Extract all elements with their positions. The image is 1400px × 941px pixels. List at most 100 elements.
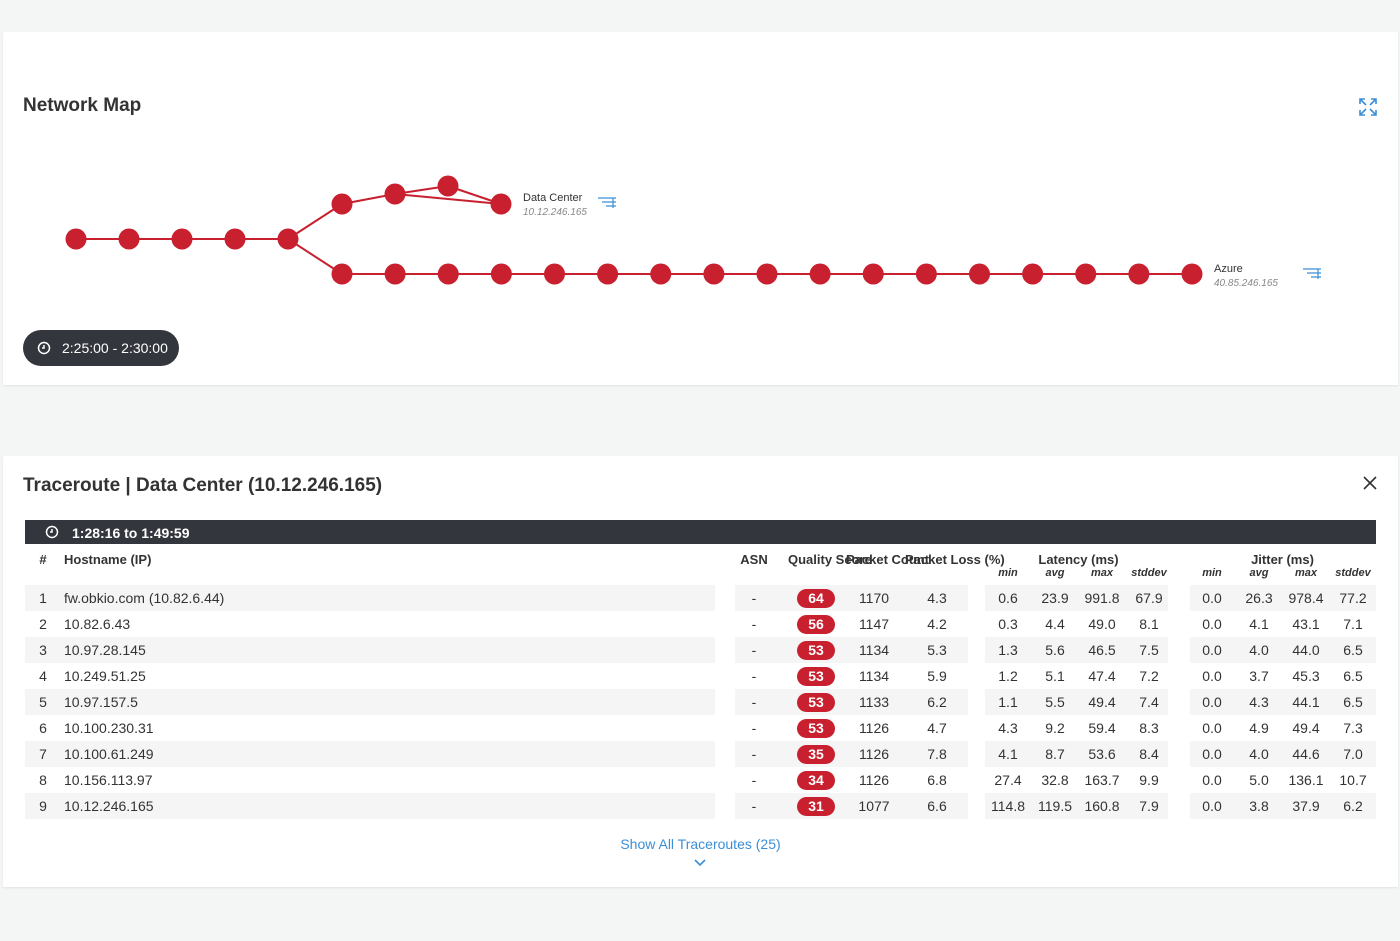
hop-node bbox=[65, 228, 87, 250]
cell: 49.4 bbox=[1088, 694, 1116, 710]
cell: - bbox=[751, 668, 757, 684]
cell: 1.1 bbox=[998, 694, 1018, 710]
cell: 1.2 bbox=[998, 668, 1018, 684]
cell: 4 bbox=[39, 668, 47, 684]
hostname: 10.249.51.25 bbox=[64, 668, 146, 684]
hostname: 10.97.28.145 bbox=[64, 642, 146, 658]
cell: 45.3 bbox=[1292, 668, 1320, 684]
cell: 0.0 bbox=[1202, 798, 1222, 814]
cell: 44.6 bbox=[1292, 746, 1320, 762]
score-pill: 53 bbox=[797, 693, 835, 712]
traceroute-card: Traceroute | Data Center (10.12.246.165)… bbox=[3, 456, 1398, 887]
cell: 0.0 bbox=[1202, 694, 1222, 710]
cell: 8.3 bbox=[1139, 720, 1159, 736]
cell: 7.3 bbox=[1343, 720, 1363, 736]
hop-node bbox=[650, 263, 672, 285]
hop-node bbox=[384, 183, 406, 205]
score-pill: 34 bbox=[797, 771, 835, 790]
hostname: 10.12.246.165 bbox=[64, 798, 154, 814]
close-icon[interactable] bbox=[1363, 476, 1377, 490]
row-stripe bbox=[25, 741, 715, 767]
row-stripe bbox=[735, 689, 968, 715]
row-stripe bbox=[735, 637, 968, 663]
hop-node bbox=[277, 228, 299, 250]
cell: 1077 bbox=[858, 798, 890, 814]
cell: 6.6 bbox=[927, 798, 947, 814]
cell: 6.5 bbox=[1343, 668, 1363, 684]
cell: - bbox=[751, 590, 757, 606]
subcolumn-header: min bbox=[998, 567, 1018, 579]
cell: 5.5 bbox=[1045, 694, 1065, 710]
score-pill: 53 bbox=[797, 719, 835, 738]
cell: 119.5 bbox=[1038, 798, 1072, 814]
cell: 27.4 bbox=[994, 772, 1022, 788]
row-stripe bbox=[735, 793, 968, 819]
score-pill: 53 bbox=[797, 641, 835, 660]
cell: 10.7 bbox=[1339, 772, 1367, 788]
row-stripe bbox=[985, 741, 1168, 767]
cell: - bbox=[751, 746, 757, 762]
link bbox=[394, 193, 502, 205]
cell: 1126 bbox=[858, 720, 890, 736]
subcolumn-header: max bbox=[1294, 567, 1318, 579]
cell: 44.1 bbox=[1292, 694, 1320, 710]
cell: 163.7 bbox=[1084, 772, 1120, 788]
cell: 59.4 bbox=[1088, 720, 1116, 736]
hop-node bbox=[1128, 263, 1150, 285]
cell: 67.9 bbox=[1135, 590, 1163, 606]
cell: 7.1 bbox=[1343, 616, 1363, 632]
cell: 49.0 bbox=[1088, 616, 1116, 632]
hostname: fw.obkio.com (10.82.6.44) bbox=[64, 590, 225, 606]
cell: 1170 bbox=[858, 590, 890, 606]
cell: 46.5 bbox=[1088, 642, 1116, 658]
subcolumn-header: min bbox=[1202, 567, 1222, 579]
score-pill: 31 bbox=[797, 797, 835, 816]
show-all-link[interactable]: Show All Traceroutes (25) bbox=[620, 836, 781, 852]
cell: - bbox=[751, 772, 757, 788]
endpoint-ip: 40.85.246.165 bbox=[1214, 278, 1278, 289]
score-pill: 64 bbox=[797, 589, 835, 608]
cell: 1133 bbox=[858, 694, 890, 710]
row-stripe bbox=[25, 793, 715, 819]
row-stripe bbox=[1190, 741, 1376, 767]
cell: 3.8 bbox=[1249, 798, 1269, 814]
cell: 7.4 bbox=[1139, 694, 1159, 710]
chevron-down[interactable] bbox=[694, 859, 706, 867]
quality-score: 53 bbox=[791, 715, 841, 741]
subcolumn-header: stddev bbox=[1335, 567, 1371, 579]
quality-score: 53 bbox=[791, 663, 841, 689]
cell: 1134 bbox=[858, 642, 890, 658]
hostname: 10.156.113.97 bbox=[64, 772, 153, 788]
hop-node bbox=[597, 263, 619, 285]
cell: 160.8 bbox=[1084, 798, 1120, 814]
cell: 9.2 bbox=[1045, 720, 1065, 736]
cell: 7.0 bbox=[1343, 746, 1363, 762]
cell: - bbox=[751, 720, 757, 736]
cell: 4.9 bbox=[1249, 720, 1269, 736]
cell: 991.8 bbox=[1084, 590, 1120, 606]
endpoint-name: Azure bbox=[1214, 263, 1243, 275]
clock-icon bbox=[45, 525, 59, 539]
cell: 0.0 bbox=[1202, 616, 1222, 632]
cell: 44.0 bbox=[1292, 642, 1320, 658]
row-stripe bbox=[985, 585, 1168, 611]
hop-node bbox=[703, 263, 725, 285]
cell: 8 bbox=[39, 772, 47, 788]
column-header: # bbox=[39, 552, 47, 567]
row-stripe bbox=[1190, 637, 1376, 663]
column-header: Hostname (IP) bbox=[64, 552, 152, 567]
cell: 7.9 bbox=[1139, 798, 1159, 814]
quality-score: 35 bbox=[791, 741, 841, 767]
cell: 2 bbox=[39, 616, 47, 632]
cell: 6.5 bbox=[1343, 642, 1363, 658]
cell: 1126 bbox=[858, 746, 890, 762]
cell: 5.9 bbox=[927, 668, 947, 684]
hop-node bbox=[969, 263, 990, 285]
cell: - bbox=[751, 642, 757, 658]
time-badge[interactable]: 2:25:00 - 2:30:00 bbox=[23, 330, 179, 366]
expand-icon[interactable] bbox=[1359, 98, 1377, 116]
row-stripe bbox=[735, 741, 968, 767]
cell: 6.8 bbox=[927, 772, 947, 788]
hostname: 10.97.157.5 bbox=[64, 694, 138, 710]
cell: 8.7 bbox=[1045, 746, 1065, 762]
